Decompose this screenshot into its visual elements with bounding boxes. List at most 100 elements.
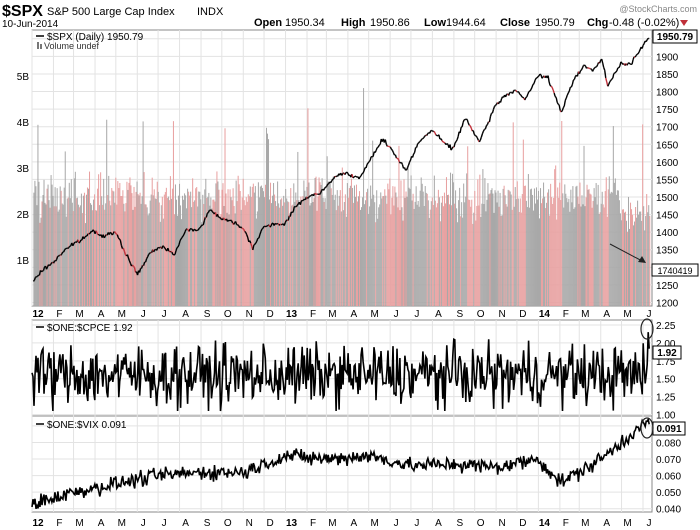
- volume-bar: [620, 220, 622, 306]
- volume-bar: [69, 198, 71, 306]
- price-segment: [555, 97, 558, 103]
- volume-bar: [263, 197, 265, 306]
- volume-bar: [481, 203, 483, 306]
- volume-bar: [242, 178, 244, 306]
- price-segment: [423, 135, 426, 139]
- volume-bar: [213, 199, 215, 306]
- volume-bar: [445, 177, 447, 306]
- volume-bar: [162, 218, 164, 306]
- volume-bar: [429, 209, 431, 306]
- volume-bar: [379, 204, 381, 306]
- volume-bar: [582, 204, 584, 306]
- volume-bar: [576, 185, 578, 306]
- volume-bar: [482, 169, 484, 306]
- volume-bar: [635, 206, 637, 306]
- price-y-tick-label: 1500: [656, 193, 679, 204]
- volume-bar: [216, 171, 218, 306]
- price-segment: [611, 77, 614, 80]
- volume-bar: [574, 207, 576, 306]
- price-segment: [466, 119, 469, 123]
- volume-bar: [184, 193, 186, 306]
- price-segment: [179, 238, 182, 242]
- volume-bar: [217, 181, 219, 306]
- volume-bar: [443, 192, 445, 306]
- volume-bar: [317, 196, 319, 306]
- volume-bar: [316, 210, 318, 306]
- price-segment: [566, 92, 569, 96]
- price-segment: [242, 227, 245, 230]
- volume-bar: [183, 199, 185, 306]
- volume-bar: [598, 213, 600, 306]
- price-segment: [92, 229, 95, 232]
- price-segment: [385, 143, 388, 147]
- volume-bar: [224, 128, 226, 306]
- volume-bar: [372, 140, 374, 306]
- volume-bar: [219, 216, 221, 306]
- price-segment: [384, 139, 387, 145]
- price-y-tick-label: 1700: [656, 123, 679, 134]
- volume-bar: [631, 209, 633, 306]
- volume-bar: [66, 198, 68, 306]
- price-segment: [400, 162, 404, 165]
- price-segment: [362, 170, 365, 174]
- volume-bar: [96, 210, 98, 306]
- volume-bar: [478, 205, 480, 306]
- volume-bar: [551, 197, 553, 306]
- price-segment: [591, 68, 595, 72]
- volume-bar: [86, 187, 88, 306]
- price-segment: [607, 83, 610, 87]
- volume-bar: [65, 216, 67, 306]
- x-tick-label: O: [477, 309, 485, 320]
- price-segment: [96, 232, 99, 236]
- down-arrow-icon: [680, 20, 688, 26]
- price-segment: [216, 213, 220, 218]
- volume-bar: [37, 124, 39, 306]
- volume-bar: [328, 182, 330, 306]
- x-tick-label-bottom: D: [266, 518, 273, 529]
- volume-bar: [35, 186, 37, 306]
- price-segment: [255, 240, 258, 244]
- volume-bar: [524, 185, 526, 306]
- volume-bar: [310, 203, 312, 306]
- price-segment: [645, 39, 648, 43]
- price-segment: [488, 116, 492, 123]
- price-y-tick-label: 1850: [656, 70, 679, 81]
- volume-bar: [575, 186, 577, 306]
- volume-bar: [645, 215, 647, 306]
- volume-bar: [154, 198, 156, 306]
- volume-bar: [198, 191, 200, 306]
- volume-bar: [462, 217, 464, 306]
- volume-bar: [153, 189, 155, 306]
- volume-bar: [506, 206, 508, 306]
- vix-y-tick-label: 0.050: [656, 488, 681, 499]
- volume-bar: [392, 186, 394, 306]
- volume-bar: [535, 187, 537, 306]
- price-segment: [453, 142, 456, 148]
- price-segment: [413, 152, 416, 155]
- price-segment: [374, 150, 377, 153]
- volume-bar: [136, 181, 138, 306]
- volume-bar: [175, 199, 177, 306]
- volume-bar: [63, 187, 65, 306]
- volume-bar: [330, 188, 332, 306]
- volume-bar: [356, 201, 358, 306]
- volume-bar: [360, 209, 362, 306]
- price-segment: [495, 103, 498, 106]
- volume-bar: [501, 215, 503, 306]
- volume-bar: [347, 197, 349, 306]
- price-segment: [388, 145, 391, 148]
- x-tick-label-bottom: A: [182, 518, 189, 529]
- price-segment: [603, 67, 606, 71]
- volume-bar: [147, 215, 149, 306]
- volume-bar: [390, 214, 392, 306]
- price-segment: [599, 59, 602, 64]
- volume-bar: [256, 211, 258, 306]
- volume-bar: [586, 184, 588, 306]
- price-segment: [504, 94, 508, 98]
- x-tick-label-bottom: 13: [286, 518, 298, 529]
- volume-bar: [91, 204, 93, 306]
- price-segment: [325, 185, 328, 188]
- price-segment: [33, 277, 37, 281]
- price-segment: [499, 98, 503, 103]
- volume-bar: [608, 176, 610, 306]
